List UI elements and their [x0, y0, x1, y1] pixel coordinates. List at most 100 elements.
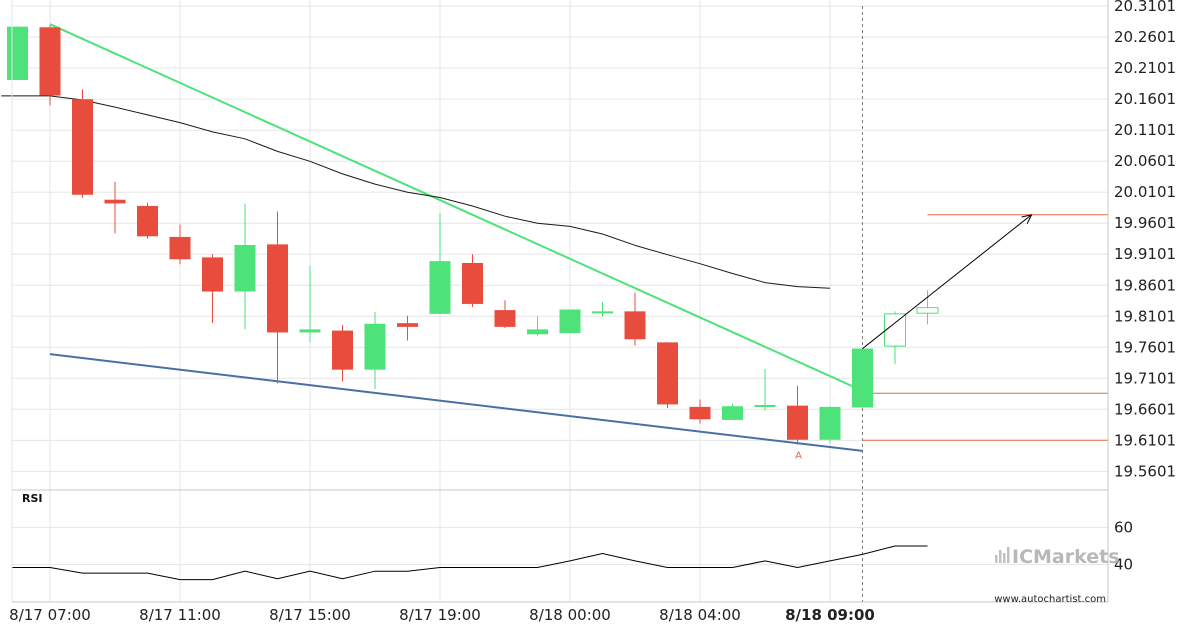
price-tick-label: 19.6101 [1114, 431, 1176, 449]
candle [657, 342, 678, 409]
brand-logo-bar-4 [1007, 547, 1010, 563]
grid-layer [12, 0, 1108, 602]
candle-body [657, 342, 678, 405]
candle [202, 254, 223, 324]
candle-body [234, 245, 256, 292]
price-tick-label: 20.1101 [1114, 121, 1176, 139]
candle-body [364, 323, 386, 370]
candle [137, 202, 158, 239]
level-layer [862, 214, 1108, 441]
rsi-panel [12, 545, 928, 581]
rsi-label: RSI [22, 492, 43, 505]
time-tick-label: 8/17 11:00 [139, 606, 221, 624]
resistance-trendline [49, 23, 863, 392]
candle [332, 325, 353, 382]
brand-logo-bar-2 [999, 550, 1002, 563]
candle [884, 311, 906, 365]
candle-body [754, 405, 776, 408]
candle-body [852, 348, 873, 408]
axis-layer: 20.3101 20.2601 20.2101 20.1601 20.1101 20.06… [9, 0, 1176, 624]
time-tick-label: 8/17 15:00 [269, 606, 351, 624]
rsi-tick-label: 40 [1114, 556, 1133, 574]
candle-body [39, 27, 61, 96]
candle-body [202, 257, 223, 292]
price-tick-label: 19.6601 [1114, 400, 1176, 418]
candle-body [916, 307, 939, 314]
candle-body [332, 330, 353, 370]
time-tick-label: 8/18 00:00 [529, 606, 611, 624]
candle-body [299, 329, 321, 333]
candle [429, 213, 451, 314]
price-tick-label: 20.0601 [1114, 152, 1176, 170]
candle-body [169, 236, 191, 260]
source-url: www.autochartist.com [994, 594, 1106, 605]
price-tick-label: 19.9101 [1114, 245, 1176, 263]
moving-average-line [1, 95, 831, 289]
candle-body [527, 329, 548, 335]
trendline-layer [49, 23, 863, 452]
candle [689, 399, 711, 424]
brand-logo-bar-1 [995, 555, 998, 563]
time-tick-label: 8/17 07:00 [9, 606, 91, 624]
candle [169, 224, 191, 265]
candle [527, 316, 548, 336]
candle [234, 203, 256, 330]
price-tick-label: 20.0101 [1114, 183, 1176, 201]
candle [364, 311, 386, 389]
time-tick-label: 8/17 19:00 [399, 606, 481, 624]
candle-body [689, 406, 711, 420]
brand-logo-bar-3 [1003, 553, 1006, 563]
price-tick-label: 19.5601 [1114, 462, 1176, 480]
moving-average-layer [1, 95, 831, 289]
rsi-tick-label: 60 [1114, 518, 1133, 536]
candle-body [462, 262, 483, 304]
candle-body [7, 26, 28, 81]
candle [39, 25, 61, 106]
price-tick-label: 19.8101 [1114, 307, 1176, 325]
candle [592, 302, 613, 317]
candle-body [884, 313, 906, 347]
candle [267, 211, 288, 384]
price-tick-label: 19.7101 [1114, 369, 1176, 387]
price-tick-label: 20.2601 [1114, 28, 1176, 46]
time-tick-label: 8/18 04:00 [659, 606, 741, 624]
candle-body [137, 205, 158, 237]
projection-arrow-line [862, 214, 1032, 349]
brand-logo: ICMarkets [995, 546, 1120, 568]
price-tick-label: 19.9601 [1114, 214, 1176, 232]
candle-body [787, 405, 808, 440]
candle-body [104, 199, 126, 204]
candle-body [592, 311, 613, 314]
candle [397, 315, 418, 341]
projection-layer: A [795, 214, 1033, 462]
candle [916, 290, 939, 325]
candle [624, 292, 646, 346]
candle-body [494, 310, 516, 327]
price-tick-label: 20.2101 [1114, 59, 1176, 77]
candle-body [72, 99, 93, 195]
candle-body [722, 406, 743, 420]
pattern-marker: A [795, 451, 802, 462]
candle-body [397, 323, 418, 327]
price-tick-label: 20.3101 [1114, 0, 1176, 15]
candle [787, 385, 808, 445]
price-tick-label: 19.8601 [1114, 276, 1176, 294]
time-tick-label: 8/18 09:00 [785, 606, 875, 624]
candle [722, 403, 743, 420]
candle-body [267, 244, 288, 333]
candles-layer [7, 25, 939, 445]
brand-name: ICMarkets [1012, 546, 1120, 568]
candle [72, 89, 93, 198]
candle [462, 254, 483, 308]
candle [299, 265, 321, 343]
candle [7, 26, 28, 81]
candle [852, 348, 873, 408]
rsi-line [12, 545, 928, 581]
candle-body [819, 406, 841, 440]
candle [104, 181, 126, 234]
candle [559, 309, 581, 334]
candle-body [624, 311, 646, 340]
projection-arrow-head [1021, 214, 1033, 225]
